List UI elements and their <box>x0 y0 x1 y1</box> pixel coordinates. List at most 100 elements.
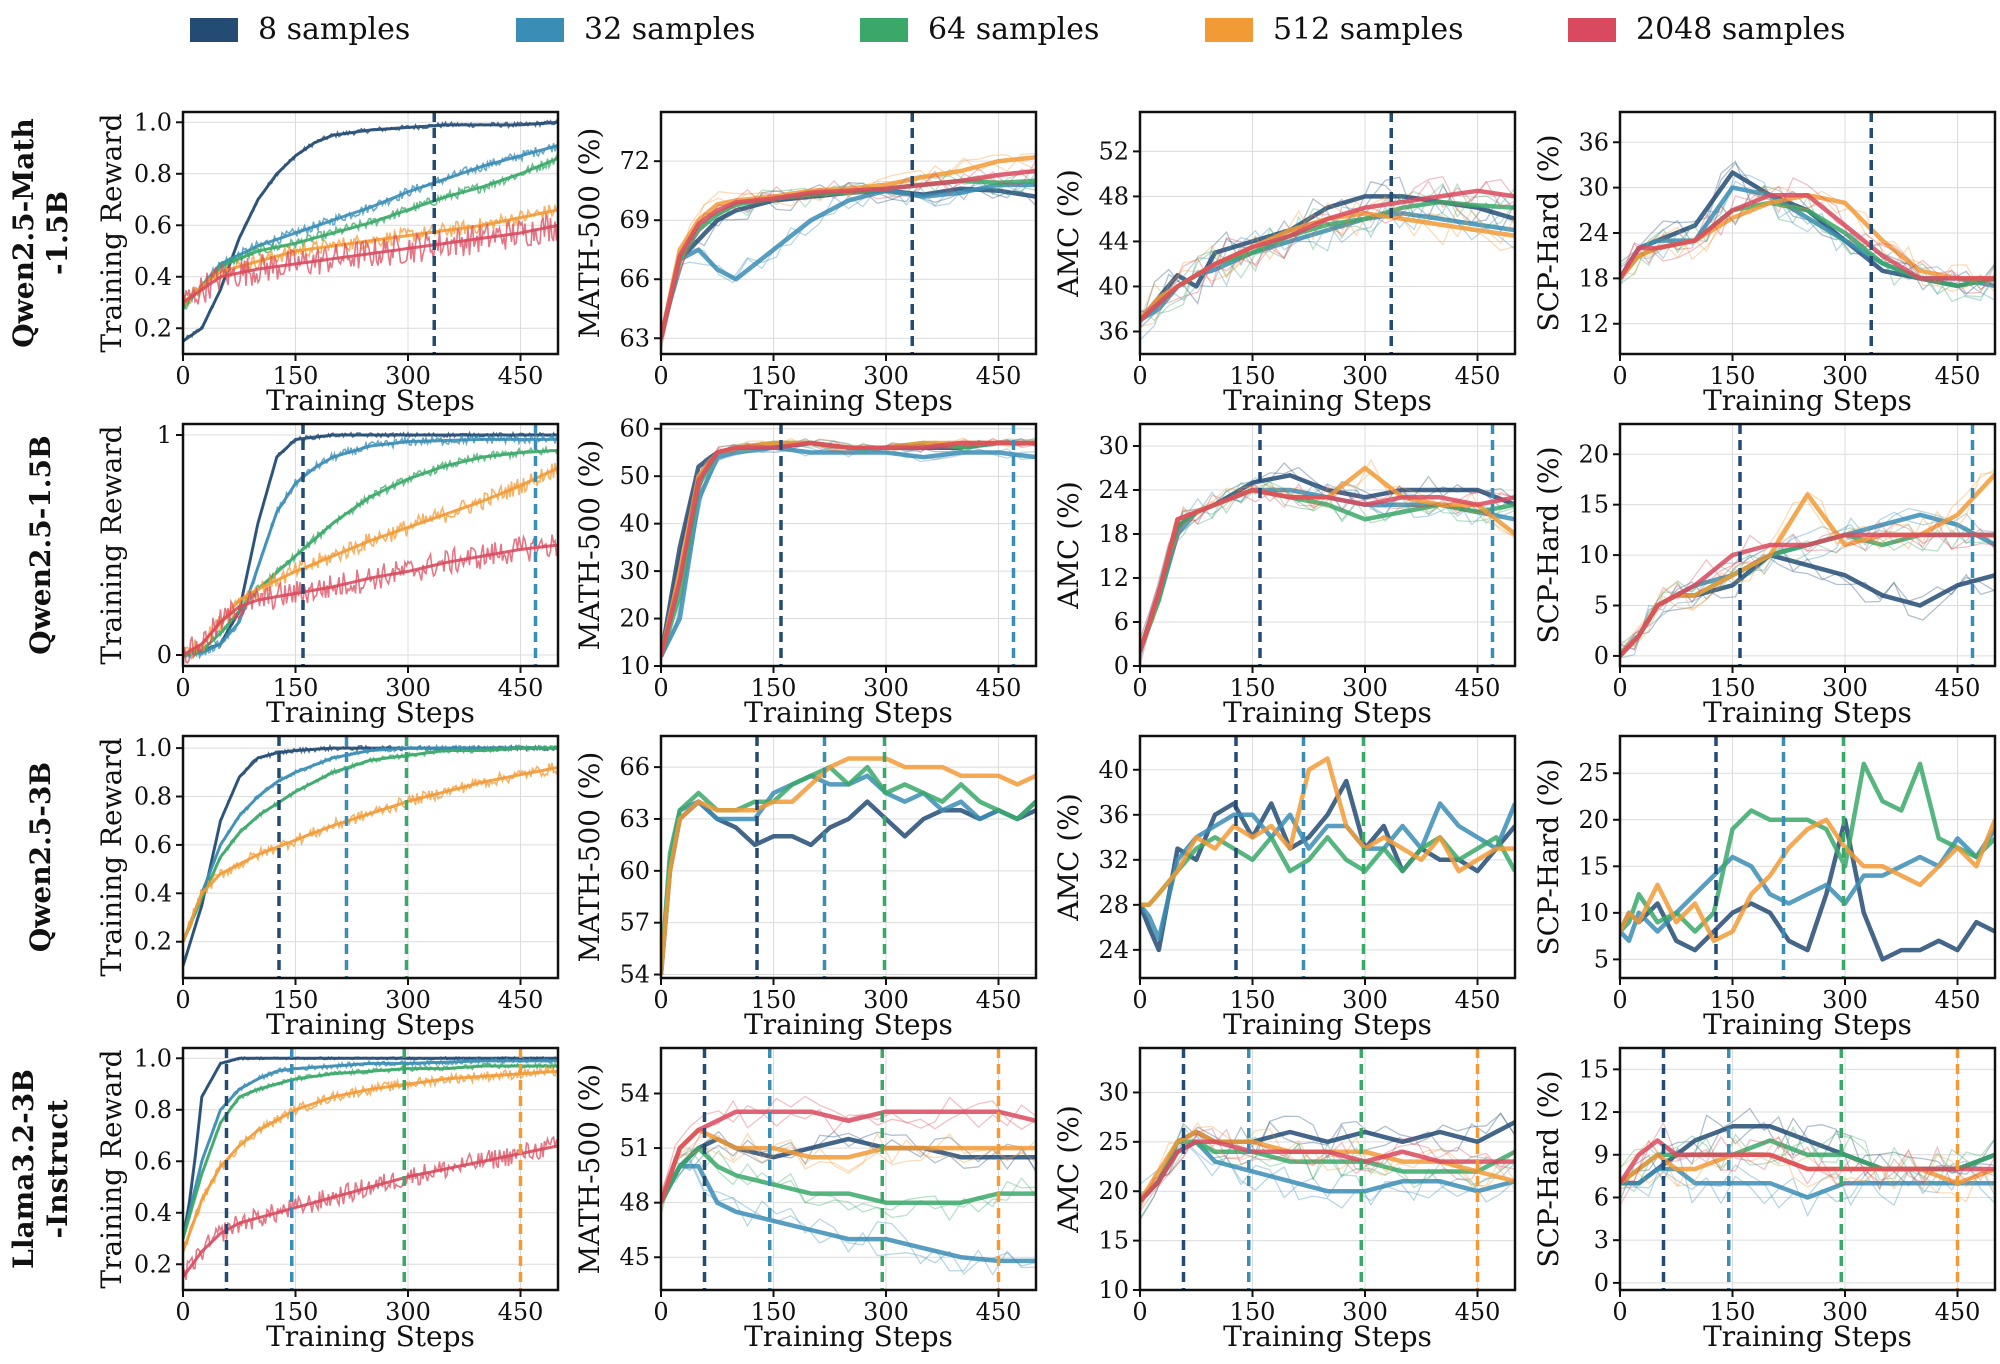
y-tick-label: 1.0 <box>134 734 172 762</box>
y-tick-label: 50 <box>619 462 650 490</box>
x-tick-label: 450 <box>1455 674 1501 702</box>
x-tick-label: 150 <box>1230 1298 1276 1326</box>
y-axis-title: MATH-500 (%) <box>573 1064 606 1275</box>
x-tick-label: 0 <box>175 362 190 390</box>
series-trace <box>1140 1140 1515 1207</box>
series-trace <box>661 438 1036 657</box>
plot-area <box>183 424 558 666</box>
y-tick-label: 20 <box>1098 1177 1129 1205</box>
x-axis-title: Training Steps <box>744 696 953 729</box>
series-line <box>1620 761 1995 934</box>
x-tick-label: 450 <box>1455 986 1501 1014</box>
series-line <box>1140 487 1515 652</box>
series-line <box>661 440 1036 657</box>
axes-frame <box>1138 734 1517 980</box>
y-tick-label: 30 <box>619 557 650 585</box>
y-axis-title: SCP-Hard (%) <box>1532 134 1565 331</box>
series-trace <box>183 119 558 343</box>
series-trace <box>1620 471 1995 653</box>
plot-area <box>1140 112 1515 354</box>
plot-area <box>1620 736 1995 978</box>
axes-frame <box>1138 422 1517 668</box>
series-line <box>183 1059 558 1239</box>
y-tick-label: 1.0 <box>134 108 172 136</box>
series-line <box>183 1069 558 1252</box>
series-line <box>1140 835 1515 908</box>
series-line <box>661 799 1036 975</box>
y-tick-label: 0.2 <box>134 314 172 342</box>
axes-frame <box>659 1046 1038 1292</box>
y-tick-label: 40 <box>1098 272 1129 300</box>
x-tick-label: 300 <box>1342 986 1388 1014</box>
y-tick-label: 20 <box>1578 806 1609 834</box>
x-tick-label: 150 <box>1230 674 1276 702</box>
y-tick-label: 24 <box>1098 476 1129 504</box>
series-trace <box>661 1104 1036 1198</box>
y-tick-label: 0 <box>1114 652 1129 680</box>
x-tick-label: 300 <box>863 362 909 390</box>
series-line <box>1620 532 1995 658</box>
series-line <box>661 773 1036 975</box>
subplot: 0 150 300 450 45 48 51 54 Training Steps MATH-500… <box>573 1046 1038 1353</box>
legend-item: 8 samples <box>190 12 410 47</box>
plot-area <box>1140 736 1515 978</box>
series-trace <box>1620 194 1995 294</box>
x-tick-label: 450 <box>976 674 1022 702</box>
series-trace <box>661 437 1036 653</box>
subplot: 0 150 300 450 5 10 15 20 25 Training Steps SCP-Har… <box>1532 734 1997 1041</box>
series-trace <box>661 171 1036 336</box>
series-trace <box>661 443 1036 660</box>
series-line <box>1140 188 1515 322</box>
series-trace <box>1620 1136 1995 1186</box>
x-axis-title: Training Steps <box>1703 1320 1912 1353</box>
y-tick-label: 36 <box>1098 801 1129 829</box>
y-tick-label: 0.6 <box>134 831 172 859</box>
x-tick-label: 150 <box>273 1298 319 1326</box>
legend-label: 8 samples <box>258 12 411 47</box>
subplot: 0 150 300 450 10 20 30 40 50 60 Training Steps MATH… <box>573 415 1038 729</box>
x-tick-label: 0 <box>1132 362 1147 390</box>
x-tick-label: 150 <box>751 986 797 1014</box>
series-trace <box>1620 540 1995 651</box>
series-trace <box>1620 1160 1995 1218</box>
x-tick-label: 0 <box>1612 674 1627 702</box>
y-tick-label: 0.2 <box>134 1250 172 1278</box>
legend-item: 512 samples <box>1205 12 1463 47</box>
x-tick-label: 300 <box>863 674 909 702</box>
x-axis-title: Training Steps <box>1703 384 1912 417</box>
series-trace <box>183 762 558 940</box>
series-line <box>183 746 558 943</box>
row-label: Qwen2.5-1.5B <box>24 435 57 654</box>
row-label: Qwen2.5-3B <box>24 762 57 952</box>
subplot: 0 150 300 450 0 6 12 18 24 30 Training Steps AMC (%… <box>1052 422 1517 729</box>
y-tick-label: 63 <box>619 324 650 352</box>
x-tick-label: 300 <box>385 986 431 1014</box>
x-tick-label: 150 <box>273 986 319 1014</box>
plot-area <box>183 736 558 978</box>
series-trace <box>1620 507 1995 646</box>
y-axis-title: AMC (%) <box>1052 169 1085 298</box>
subplot: 0 150 300 450 12 18 24 30 36 Training Steps SCP-Ha… <box>1532 110 1997 417</box>
series-trace <box>1620 173 1995 302</box>
axes-frame <box>1618 422 1997 668</box>
y-tick-label: 18 <box>1098 520 1129 548</box>
y-tick-label: 60 <box>619 857 650 885</box>
series-line <box>661 756 1036 975</box>
plot-area <box>183 1048 558 1290</box>
x-tick-label: 150 <box>1230 362 1276 390</box>
series-trace <box>661 438 1036 659</box>
x-tick-label: 300 <box>1342 674 1388 702</box>
x-tick-label: 450 <box>976 362 1022 390</box>
axes-frame <box>181 110 560 356</box>
y-axis-title: Training Reward <box>95 1049 128 1288</box>
y-tick-label: 60 <box>619 415 650 443</box>
row-label: Qwen2.5-Math -1.5B <box>7 118 74 347</box>
axes-frame <box>659 734 1038 980</box>
series-trace <box>1620 511 1995 659</box>
y-axis-title: AMC (%) <box>1052 1105 1085 1234</box>
x-tick-label: 450 <box>1455 1298 1501 1326</box>
series-line <box>183 1144 558 1278</box>
series-trace <box>661 154 1036 336</box>
x-tick-label: 150 <box>273 362 319 390</box>
x-tick-label: 0 <box>1612 362 1627 390</box>
